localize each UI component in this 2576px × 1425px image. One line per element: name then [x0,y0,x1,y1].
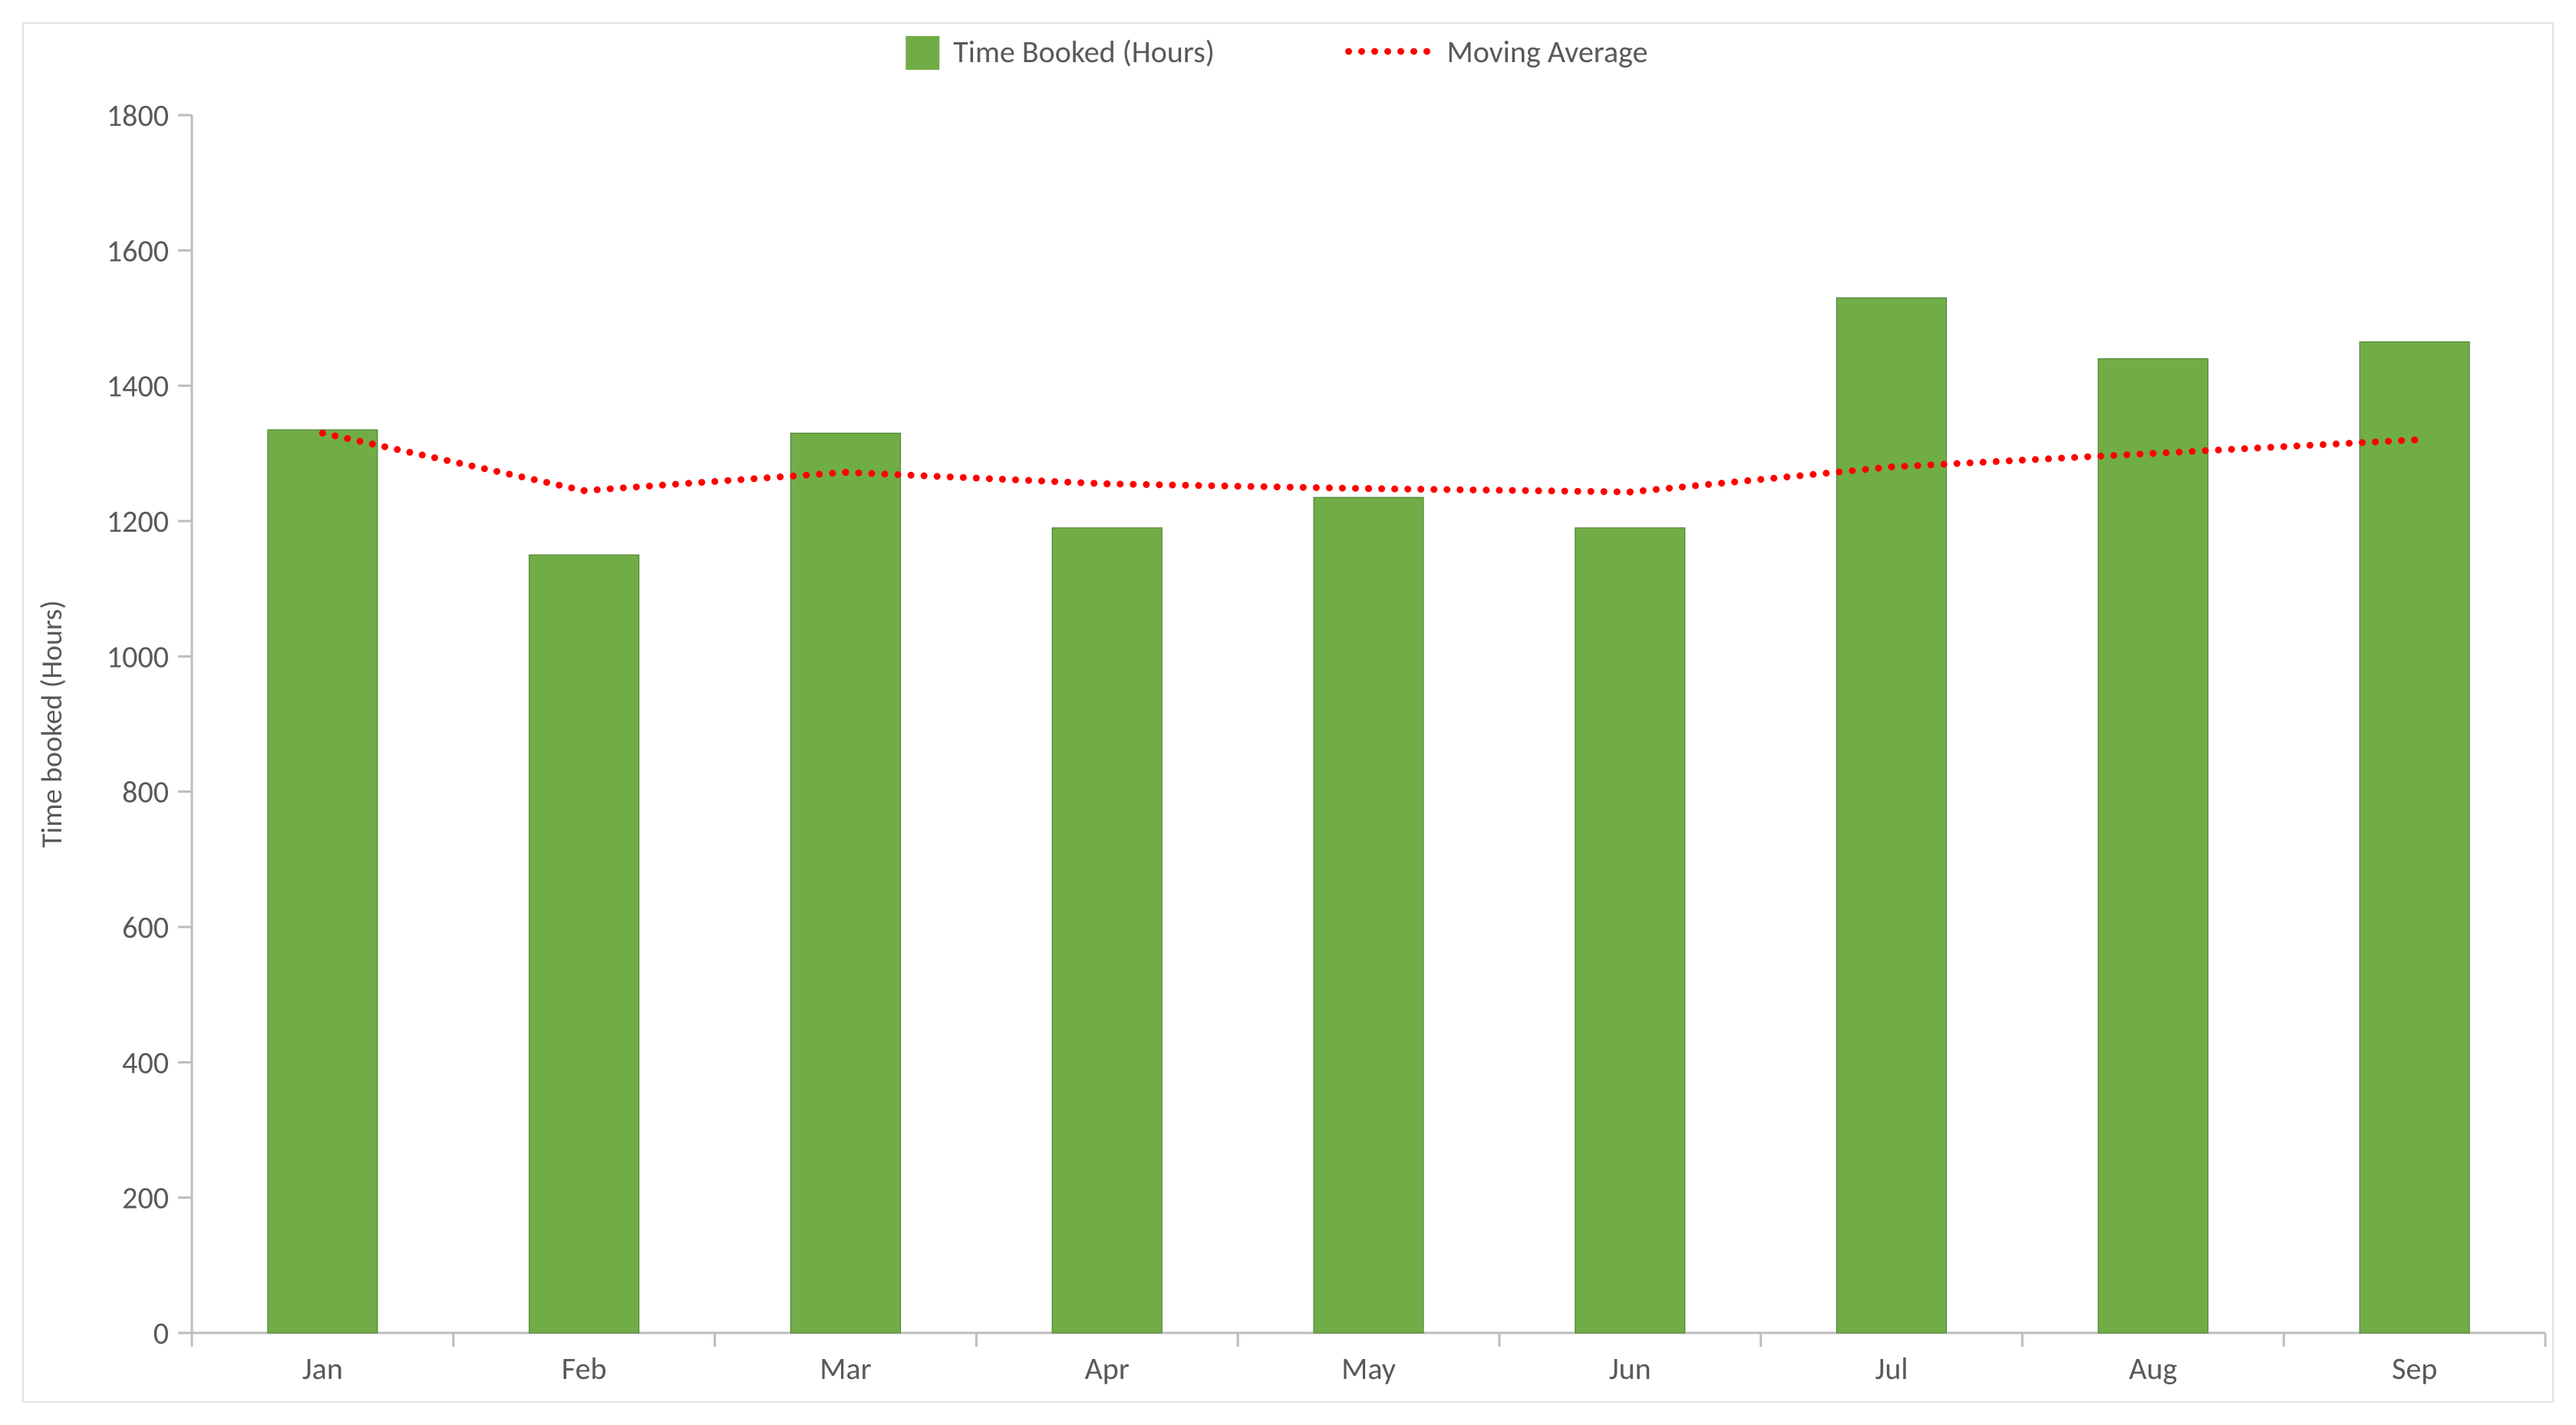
y-tick-label: 0 [153,1314,169,1352]
y-tick-label: 1800 [107,97,169,134]
y-tick-label: 400 [122,1044,169,1081]
legend-label-line: Moving Average [1447,33,1648,71]
y-tick-label: 200 [122,1179,169,1217]
bar [529,555,639,1333]
bar [790,433,900,1333]
bar [1314,497,1423,1333]
x-tick-label: Feb [562,1350,607,1387]
y-tick-label: 800 [122,774,169,811]
y-tick-label: 1600 [107,232,169,269]
bar [1575,528,1685,1333]
legend-label-bar: Time Booked (Hours) [953,33,1215,71]
y-tick-label: 600 [122,909,169,946]
x-tick-label: Jun [1609,1350,1651,1387]
x-tick-label: Sep [2392,1350,2437,1387]
x-tick-label: Mar [820,1350,871,1387]
y-tick-label: 1400 [107,368,169,405]
bar [268,430,378,1333]
x-tick-label: May [1341,1350,1396,1387]
chart-svg: 0 200 400 600 800 1000 1200 1400 1600 1800 Time bo… [0,0,2576,1425]
y-axis-title: Time booked (Hours) [35,600,70,848]
x-tick-label: Jan [302,1350,343,1387]
x-tick-label: Apr [1085,1350,1130,1387]
legend-swatch-bar [905,36,939,70]
bar [1836,298,1946,1333]
bar [2360,341,2469,1333]
x-tick-label: Aug [2129,1350,2177,1387]
y-tick-label: 1000 [107,638,169,675]
x-tick-label: Jul [1875,1350,1908,1387]
y-tick-label: 1200 [107,503,169,540]
bar [1052,528,1162,1333]
chart-container: 0 200 400 600 800 1000 1200 1400 1600 1800 Time bo… [0,0,2576,1425]
bar [2098,358,2208,1333]
